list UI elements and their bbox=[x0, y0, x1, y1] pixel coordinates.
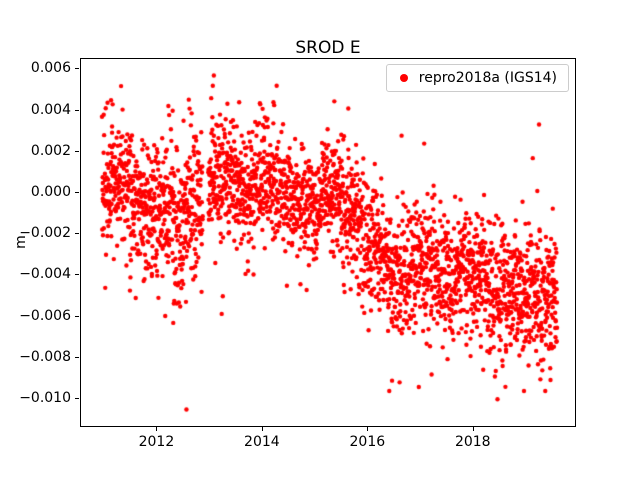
y-tick-label: −0.006 bbox=[19, 307, 71, 324]
y-tick-mark bbox=[75, 398, 79, 400]
legend: repro2018a (IGS14) bbox=[385, 64, 569, 92]
y-tick-mark bbox=[75, 68, 79, 70]
chart-title: SROD E bbox=[295, 38, 361, 58]
x-tick-mark bbox=[156, 427, 158, 431]
y-tick-mark bbox=[75, 150, 79, 152]
x-tick-label: 2018 bbox=[454, 434, 491, 450]
plot-area: repro2018a (IGS14) bbox=[80, 58, 576, 427]
x-tick-mark bbox=[367, 427, 369, 431]
y-tick-label: 0.006 bbox=[30, 60, 71, 77]
legend-label: repro2018a (IGS14) bbox=[418, 70, 557, 86]
y-tick-label: −0.004 bbox=[19, 266, 71, 283]
y-tick-label: −0.010 bbox=[19, 390, 71, 407]
x-tick-label: 2016 bbox=[349, 434, 386, 450]
y-tick-label: −0.008 bbox=[19, 348, 71, 365]
y-tick-mark bbox=[75, 356, 79, 358]
y-tick-label: −0.002 bbox=[19, 225, 71, 242]
y-tick-mark bbox=[75, 315, 79, 317]
x-tick-label: 2014 bbox=[244, 434, 280, 450]
x-tick-mark bbox=[472, 427, 474, 431]
y-tick-mark bbox=[75, 192, 79, 194]
y-tick-mark bbox=[75, 274, 79, 276]
scatter-canvas bbox=[81, 59, 575, 426]
y-tick-mark bbox=[75, 109, 79, 111]
x-tick-label: 2012 bbox=[138, 434, 175, 450]
y-tick-label: 0.000 bbox=[30, 184, 71, 201]
x-tick-mark bbox=[261, 427, 263, 431]
y-tick-label: 0.004 bbox=[30, 101, 71, 118]
legend-marker-icon bbox=[399, 74, 408, 82]
y-tick-mark bbox=[75, 233, 79, 235]
y-tick-label: 0.002 bbox=[30, 142, 71, 159]
